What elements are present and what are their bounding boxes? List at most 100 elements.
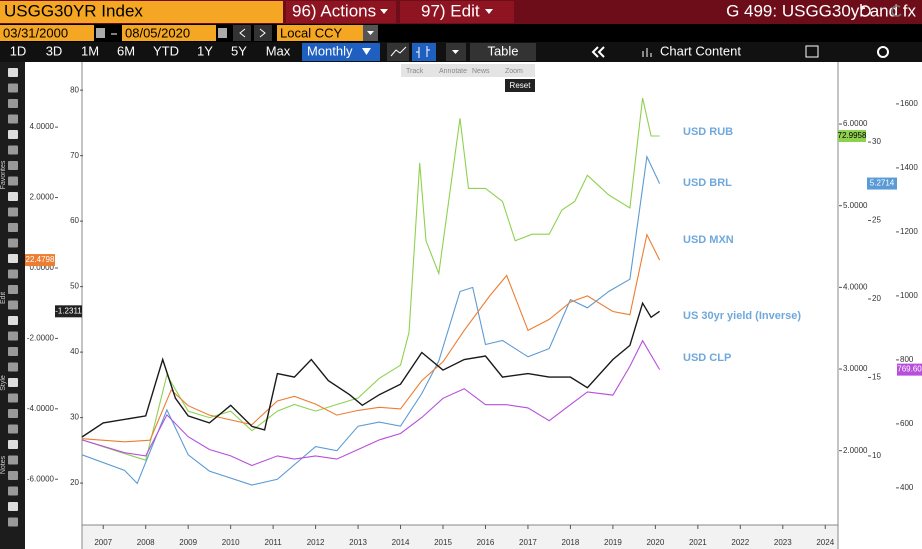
redo-icon[interactable]: [891, 5, 902, 17]
currency-field[interactable]: [277, 25, 363, 41]
y-tick-label: 400: [900, 483, 914, 492]
y-tick-label: -2.0000: [27, 334, 55, 343]
y-tick-label: 3.0000: [843, 364, 868, 373]
tool-icon[interactable]: [8, 455, 18, 465]
last-value-tag: [55, 305, 82, 318]
tool-icon[interactable]: [8, 331, 18, 341]
tool-button[interactable]: Zoom: [505, 68, 523, 75]
tool-icon[interactable]: [8, 176, 18, 186]
y-tick-label: 30: [872, 137, 881, 146]
y-tick-label: 4.0000: [30, 122, 55, 131]
period-button[interactable]: 5Y: [231, 43, 247, 58]
edit-icon[interactable]: [805, 45, 819, 58]
x-tick-label: 2010: [222, 538, 240, 547]
y-tick-label: 25: [872, 216, 881, 225]
actions[interactable]: 96) Actions: [292, 1, 376, 20]
tool-icon[interactable]: [8, 316, 18, 325]
tool-icon[interactable]: [8, 347, 18, 356]
table-button[interactable]: [470, 43, 536, 61]
last-value-tag: [838, 130, 866, 143]
tool-icon[interactable]: [8, 486, 18, 496]
tool-icon[interactable]: [8, 99, 18, 108]
tool-icon[interactable]: [8, 362, 18, 372]
tool-icon[interactable]: [8, 517, 18, 527]
x-tick-label: 2015: [434, 538, 452, 547]
frequency[interactable]: Monthly: [307, 43, 353, 58]
tool-icon[interactable]: [8, 424, 18, 434]
tool-icon[interactable]: [8, 409, 18, 418]
tool-icon[interactable]: [8, 68, 18, 77]
bar-chart-button[interactable]: [412, 43, 436, 61]
undo-icon[interactable]: [860, 4, 871, 17]
tool-button[interactable]: Annotate: [439, 68, 467, 75]
tool-icon[interactable]: [8, 502, 18, 511]
settings-icon[interactable]: [877, 46, 889, 58]
tool-icon[interactable]: [8, 269, 18, 279]
reset[interactable]: Reset: [510, 81, 532, 90]
end-date[interactable]: 08/05/2020: [125, 25, 190, 40]
tool-icon[interactable]: [8, 83, 18, 93]
collapse-icon[interactable]: [591, 46, 605, 58]
y-tick-label: 20: [872, 294, 881, 303]
tool-icon[interactable]: [8, 114, 18, 124]
tool-icon[interactable]: [8, 285, 18, 294]
y-tick-label: 2.0000: [843, 446, 868, 455]
x-tick-label: 2012: [307, 538, 325, 547]
x-tick-label: 2013: [349, 538, 367, 547]
tool-icon[interactable]: [8, 130, 18, 139]
tool-icon[interactable]: [8, 300, 18, 310]
edit-button[interactable]: [400, 1, 514, 23]
tool-icon[interactable]: [8, 192, 18, 201]
y-tick-label: 40: [70, 347, 79, 356]
x-tick-label: 2019: [604, 538, 622, 547]
x-tick-label: 2009: [179, 538, 197, 547]
last-value-label: -1.2311: [55, 306, 82, 315]
series-line: [81, 154, 661, 486]
calendar-icon[interactable]: [96, 28, 105, 38]
period-button[interactable]: 6M: [117, 43, 135, 58]
period-button[interactable]: 1M: [81, 43, 99, 58]
y-tick-label: 4.0000: [843, 282, 868, 291]
chart-content[interactable]: Chart Content: [660, 43, 741, 58]
period-button[interactable]: 1Y: [197, 43, 213, 58]
x-tick-label: 2011: [265, 538, 283, 547]
edit[interactable]: 97) Edit: [421, 1, 480, 20]
tool-icon[interactable]: [8, 223, 18, 232]
period-buttons: 1D 3D 1M 6M YTD 1Y 5Y Max: [10, 43, 291, 58]
period-button[interactable]: 1D: [10, 43, 27, 58]
y-tick-label: 50: [70, 282, 79, 291]
reset-button[interactable]: [505, 79, 535, 92]
security[interactable]: USGG30YR Index: [4, 1, 143, 20]
end-date-field[interactable]: [122, 25, 216, 41]
tool-button[interactable]: News: [472, 68, 490, 75]
x-tick-label: 2017: [519, 538, 537, 547]
table[interactable]: Table: [487, 43, 518, 58]
tool-button[interactable]: Track: [406, 68, 424, 75]
tool-icon[interactable]: [8, 471, 18, 480]
y-tick-label: 80: [70, 85, 79, 94]
period-button[interactable]: 3D: [46, 43, 63, 58]
period-button[interactable]: YTD: [153, 43, 179, 58]
currency[interactable]: Local CCY: [280, 25, 342, 40]
next-button[interactable]: [254, 25, 272, 41]
tool-icon[interactable]: [8, 378, 18, 387]
tools-strip: [401, 64, 535, 77]
tool-icon[interactable]: [8, 207, 18, 217]
tool-icon[interactable]: [8, 238, 18, 248]
security-field[interactable]: [0, 1, 283, 23]
start-date-field[interactable]: [0, 25, 94, 41]
last-value-label: 72.9958: [838, 131, 867, 140]
last-value-tag: [25, 254, 55, 267]
y-tick-label: 2.0000: [30, 193, 55, 202]
tool-icon[interactable]: [8, 393, 18, 403]
frequency-button[interactable]: [302, 43, 380, 61]
tool-icon[interactable]: [8, 254, 18, 263]
tool-icon[interactable]: [8, 145, 18, 155]
actions-button[interactable]: [286, 1, 396, 23]
calendar-icon[interactable]: [218, 28, 227, 38]
period-button[interactable]: Max: [266, 43, 291, 58]
tool-icon[interactable]: [8, 161, 18, 170]
tool-icon[interactable]: [8, 440, 18, 449]
start-date[interactable]: 03/31/2000: [3, 25, 68, 40]
prev-button[interactable]: [233, 25, 251, 41]
